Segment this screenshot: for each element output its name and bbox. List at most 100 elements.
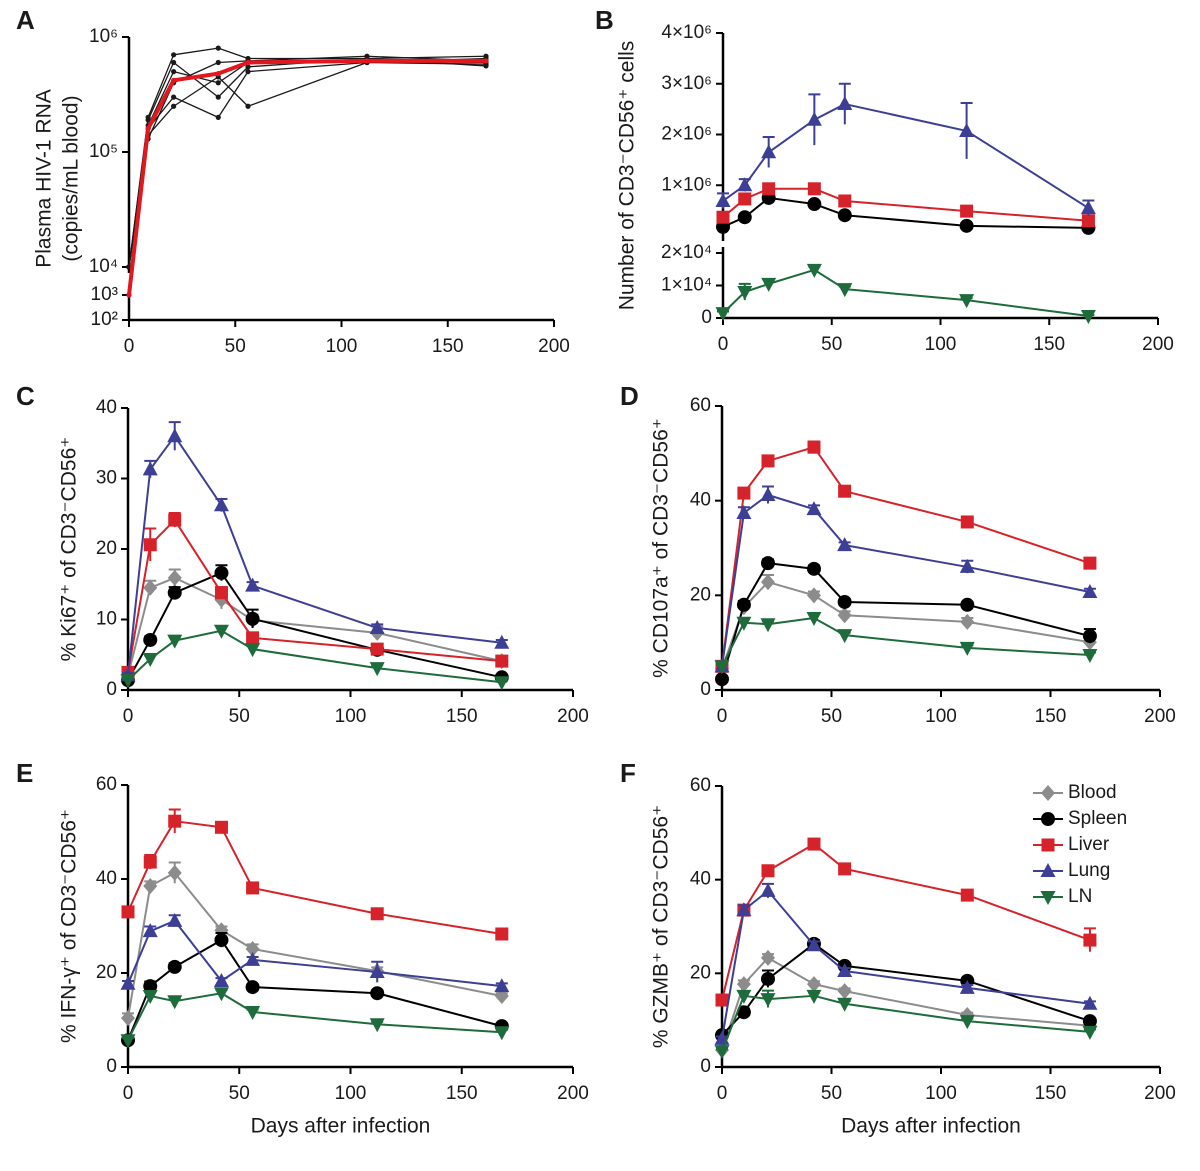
- marker: [959, 641, 975, 656]
- marker: [960, 204, 974, 218]
- marker: [1082, 584, 1098, 599]
- marker: [143, 979, 158, 994]
- y-tick-label: 60: [96, 774, 117, 795]
- marker: [145, 117, 151, 123]
- marker: [838, 862, 852, 876]
- marker: [1082, 648, 1098, 663]
- x-tick-label: 150: [446, 706, 478, 727]
- x-tick-label: 0: [123, 706, 134, 727]
- marker: [1082, 995, 1098, 1010]
- x-tick-label: 100: [925, 1083, 957, 1104]
- panel-label: E: [16, 758, 33, 788]
- marker: [806, 561, 821, 576]
- marker: [760, 882, 776, 897]
- marker: [737, 286, 753, 300]
- marker: [959, 558, 975, 573]
- marker: [1041, 838, 1055, 852]
- marker: [738, 192, 752, 206]
- panel-label: D: [620, 381, 639, 411]
- legend-label: Spleen: [1068, 808, 1127, 829]
- marker: [760, 993, 776, 1008]
- marker: [171, 59, 177, 66]
- series: [715, 573, 1097, 677]
- marker: [736, 616, 752, 631]
- marker: [495, 654, 509, 668]
- series-line: [721, 843, 1091, 1001]
- marker: [806, 976, 821, 993]
- series: [121, 932, 509, 1048]
- marker: [806, 111, 822, 126]
- panel-chart: C % Ki67⁺ of CD3⁻CD56⁺ 0 50 100 150 200 0 10 20 30…: [16, 381, 589, 727]
- y-axis-label: Plasma HIV-1 RNA: [33, 89, 56, 268]
- marker: [214, 933, 229, 948]
- series: [716, 182, 1095, 228]
- y-axis-label: Number of CD3⁻CD56⁺ cells: [616, 41, 639, 311]
- marker: [714, 1045, 730, 1060]
- marker: [495, 927, 509, 941]
- marker: [369, 964, 385, 979]
- marker: [761, 864, 775, 878]
- y-tick-label: 0: [106, 679, 117, 700]
- marker: [959, 294, 975, 309]
- y-tick-label: 20: [690, 962, 711, 983]
- x-tick-label: 100: [326, 336, 358, 357]
- marker: [167, 912, 183, 927]
- marker: [167, 569, 182, 586]
- series: [120, 421, 510, 682]
- series-line: [721, 617, 1090, 667]
- panel-chart: D % CD107a⁺ of CD3⁻CD56⁺ 0 50 100 150 200 0 20 40…: [620, 381, 1176, 727]
- marker: [215, 80, 221, 86]
- y-tick-label: 60: [690, 395, 711, 416]
- marker: [142, 990, 158, 1005]
- marker: [1040, 891, 1056, 905]
- marker: [736, 597, 751, 612]
- marker: [215, 59, 221, 66]
- marker: [807, 182, 821, 196]
- marker: [213, 497, 229, 512]
- marker: [806, 937, 822, 952]
- x-tick-label: 50: [225, 336, 246, 357]
- series: [126, 59, 489, 270]
- marker: [714, 660, 730, 675]
- legend-label: LN: [1068, 886, 1092, 907]
- series: [714, 612, 1098, 675]
- series: [126, 55, 489, 270]
- marker: [760, 949, 775, 966]
- marker: [245, 941, 260, 958]
- x-tick-label: 200: [1144, 1083, 1176, 1104]
- series-line: [127, 919, 502, 988]
- marker: [364, 53, 370, 59]
- marker: [761, 454, 775, 468]
- marker: [959, 979, 975, 994]
- y-tick-label: 20: [96, 538, 117, 559]
- marker: [167, 634, 183, 649]
- marker: [960, 888, 974, 902]
- marker: [171, 52, 177, 58]
- marker: [806, 587, 821, 604]
- y-tick-label: 40: [96, 397, 117, 418]
- marker: [121, 905, 135, 919]
- marker: [1080, 200, 1096, 215]
- series-line: [722, 268, 1089, 318]
- marker: [1083, 556, 1097, 570]
- series: [121, 861, 509, 1027]
- marker: [806, 501, 822, 516]
- marker: [245, 611, 260, 626]
- marker: [245, 1006, 261, 1021]
- marker: [837, 594, 852, 609]
- panel-label: A: [16, 5, 35, 35]
- x-tick-label: 100: [925, 334, 957, 355]
- marker: [737, 210, 752, 225]
- series: [120, 624, 510, 691]
- marker: [245, 951, 261, 966]
- series: [121, 808, 509, 941]
- marker: [171, 94, 177, 100]
- marker: [837, 208, 852, 223]
- marker: [483, 58, 489, 64]
- panel-chart: A Plasma HIV-1 RNA (copies/mL blood) 0 50 100…: [16, 5, 570, 357]
- marker: [120, 674, 136, 689]
- x-tick-label: 50: [229, 706, 250, 727]
- y-axis-label: % GZMB⁺ of CD3⁻CD56⁺: [650, 805, 673, 1048]
- marker: [167, 585, 182, 600]
- marker: [364, 58, 370, 64]
